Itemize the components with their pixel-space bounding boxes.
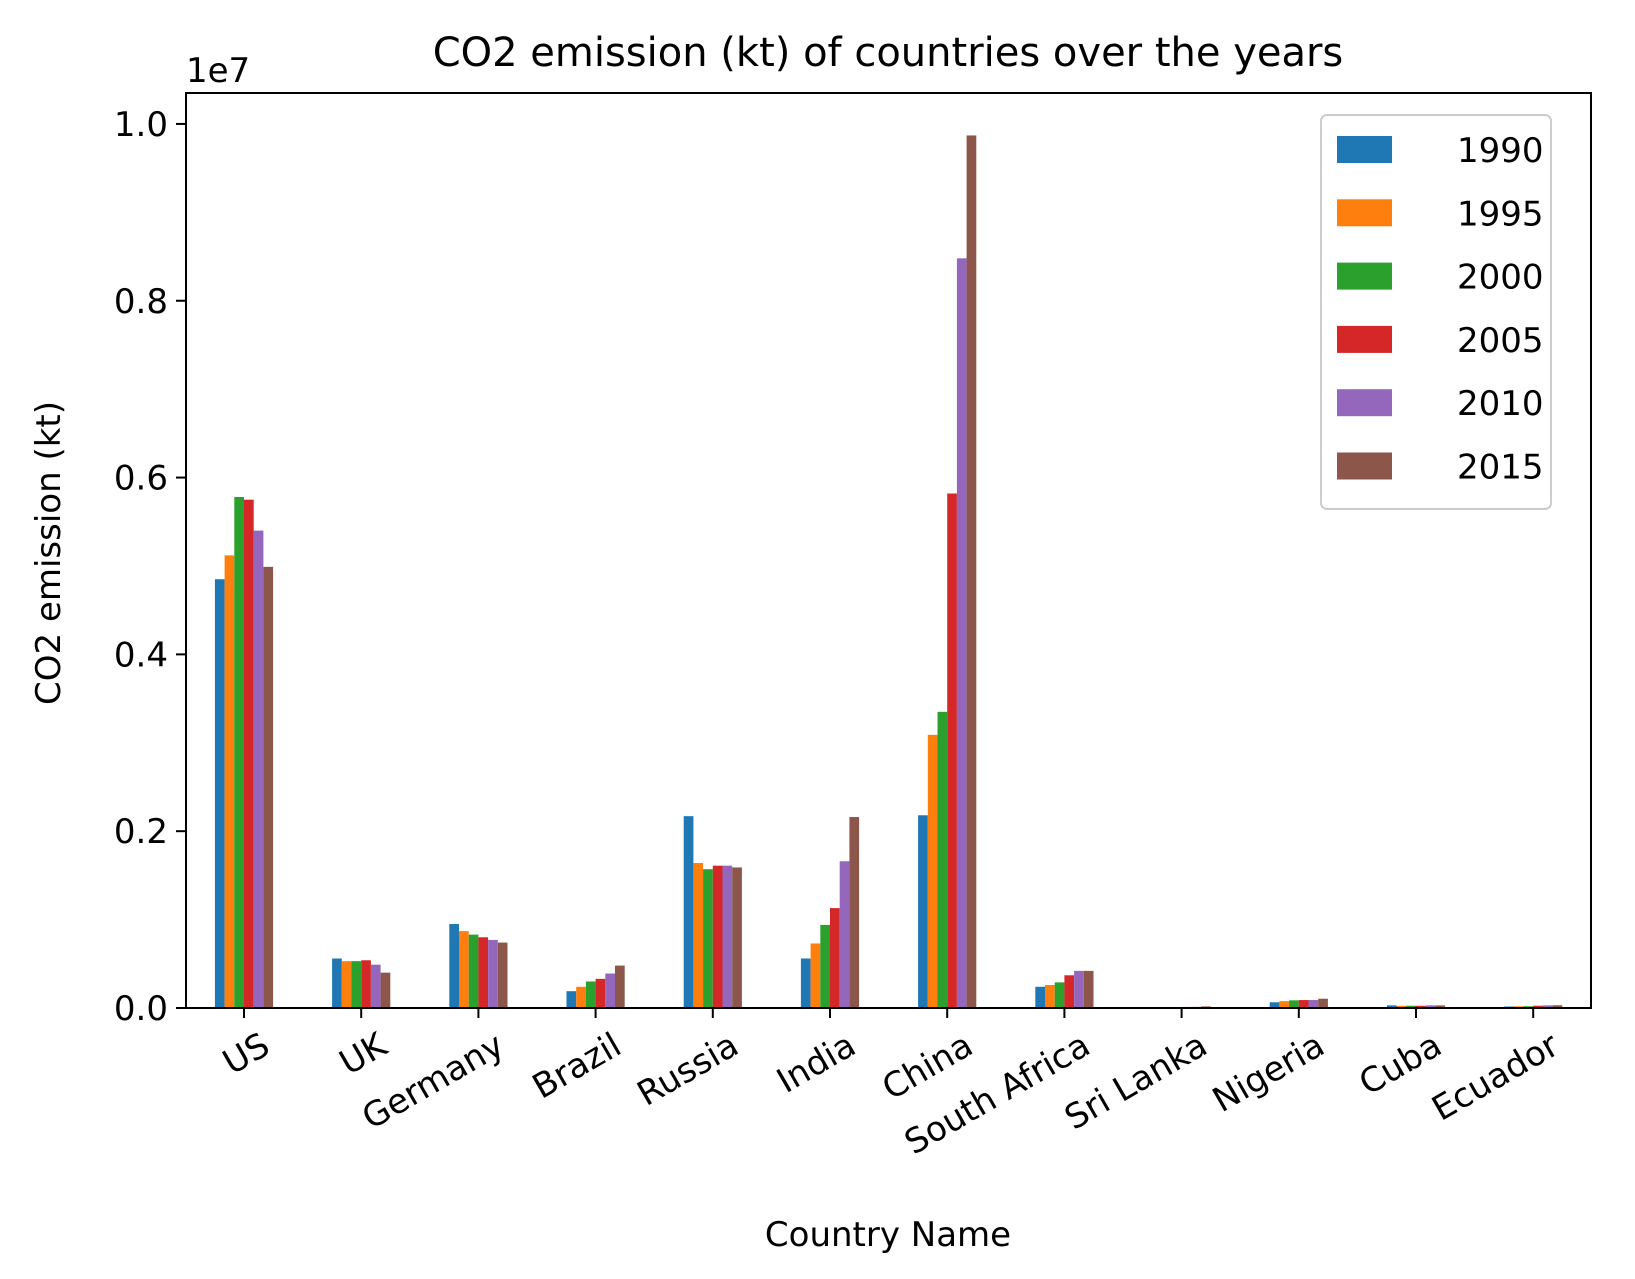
bar-us-2000 [234,497,244,1008]
bar-uk-2005 [361,960,371,1008]
bar-south-africa-1995 [1045,985,1055,1008]
bar-us-2015 [263,566,274,1008]
bar-cuba-1990 [1386,1005,1397,1008]
legend: 1990 1995 2000 2005 2010 2015 [1320,114,1552,510]
bar-nigeria-1990 [1269,1002,1280,1008]
legend-label-2005: 2005 [1457,321,1544,361]
bar-india-1995 [810,943,821,1008]
bar-india-2005 [830,908,840,1008]
bar-us-1990 [214,579,225,1008]
bar-brazil-1995 [576,986,586,1008]
bar-south-africa-2015 [1083,970,1094,1008]
x-tick-label: Brazil [526,1025,628,1107]
y-tick-label: 0.6 [114,459,168,499]
bar-brazil-2010 [605,973,615,1008]
bar-ecuador-2005 [1533,1005,1543,1008]
bar-ecuador-2015 [1552,1005,1563,1008]
bar-brazil-1990 [566,991,577,1008]
bars-group [214,135,1563,1009]
legend-label-1995: 1995 [1457,194,1544,234]
legend-swatch-2010 [1337,389,1392,417]
y-scale-label: 1e7 [186,51,250,91]
x-axis-label: Country Name [765,1215,1011,1255]
bar-us-2010 [253,530,264,1008]
bar-brazil-2005 [595,978,606,1008]
bar-china-1990 [918,815,928,1008]
bar-uk-2015 [380,972,391,1008]
bar-germany-2010 [488,939,498,1008]
x-tick-label: UK [333,1024,395,1083]
bar-us-1995 [224,555,235,1008]
legend-swatch-2005 [1337,325,1392,353]
bar-russia-1995 [693,863,704,1008]
legend-swatch-1990 [1337,136,1392,163]
bar-nigeria-2015 [1318,998,1328,1008]
y-tick-label: 0.8 [114,282,168,322]
bar-cuba-2005 [1416,1005,1426,1008]
plot-frame [185,92,1592,1009]
bar-china-2005 [947,493,957,1009]
bar-south-africa-2000 [1054,982,1065,1008]
y-ticks-group: 0.0 0.2 0.4 0.6 0.8 1.0 [114,105,186,1029]
x-tick-label: US [216,1025,276,1083]
bar-russia-2010 [722,865,733,1008]
bar-brazil-2000 [585,981,596,1008]
legend-label-1990: 1990 [1457,131,1544,171]
bar-cuba-2015 [1435,1005,1446,1008]
bar-russia-2015 [732,867,742,1008]
x-tick-label: Nigeria [1206,1025,1331,1120]
bar-ecuador-2010 [1542,1005,1553,1008]
x-tick-label: India [770,1025,862,1101]
bar-china-2010 [956,258,967,1008]
bar-germany-1990 [449,924,459,1008]
legend-label-2010: 2010 [1457,384,1544,424]
bar-uk-1995 [341,961,352,1008]
bar-germany-1995 [459,931,469,1008]
bar-india-2015 [849,817,860,1008]
y-tick-label: 0.4 [114,635,168,675]
legend-swatch-2015 [1337,452,1392,480]
bar-us-2005 [244,499,254,1008]
bar-uk-1990 [332,958,342,1008]
bar-germany-2015 [497,942,508,1008]
bar-south-africa-2005 [1064,975,1075,1008]
bar-nigeria-2000 [1289,1000,1299,1008]
bar-cuba-2000 [1406,1005,1416,1008]
bar-brazil-2015 [615,965,625,1008]
legend-label-2000: 2000 [1457,258,1544,298]
bar-nigeria-1995 [1279,1001,1290,1008]
bar-nigeria-2005 [1298,1000,1309,1008]
x-tick-label: Russia [631,1025,746,1114]
bar-south-africa-1990 [1035,986,1045,1008]
bar-india-2000 [820,924,830,1008]
bar-china-1995 [927,734,938,1008]
bar-nigeria-2010 [1308,1000,1319,1008]
bar-russia-2005 [712,865,723,1008]
bar-uk-2010 [370,964,381,1008]
y-tick-label: 1.0 [114,105,168,145]
bar-cuba-1995 [1396,1005,1407,1008]
legend-swatch-1995 [1337,199,1392,227]
bar-russia-1990 [683,816,694,1008]
bar-germany-2000 [468,934,479,1008]
bar-cuba-2010 [1425,1005,1436,1008]
bar-china-2015 [966,135,977,1008]
bar-russia-2000 [703,869,713,1008]
bar-south-africa-2010 [1074,970,1084,1008]
chart-title: CO2 emission (kt) of countries over the … [433,30,1344,76]
legend-label-2015: 2015 [1457,448,1544,488]
y-tick-label: 0.2 [114,812,168,852]
legend-swatch-2000 [1337,262,1392,290]
bar-uk-2000 [351,961,362,1008]
x-tick-label: Ecuador [1425,1025,1565,1129]
bar-germany-2005 [478,937,489,1008]
y-axis-label: CO2 emission (kt) [29,401,69,705]
bar-china-2000 [937,711,948,1008]
y-tick-label: 0.0 [114,989,168,1029]
bar-india-1990 [800,958,811,1008]
bar-india-2010 [839,861,850,1008]
